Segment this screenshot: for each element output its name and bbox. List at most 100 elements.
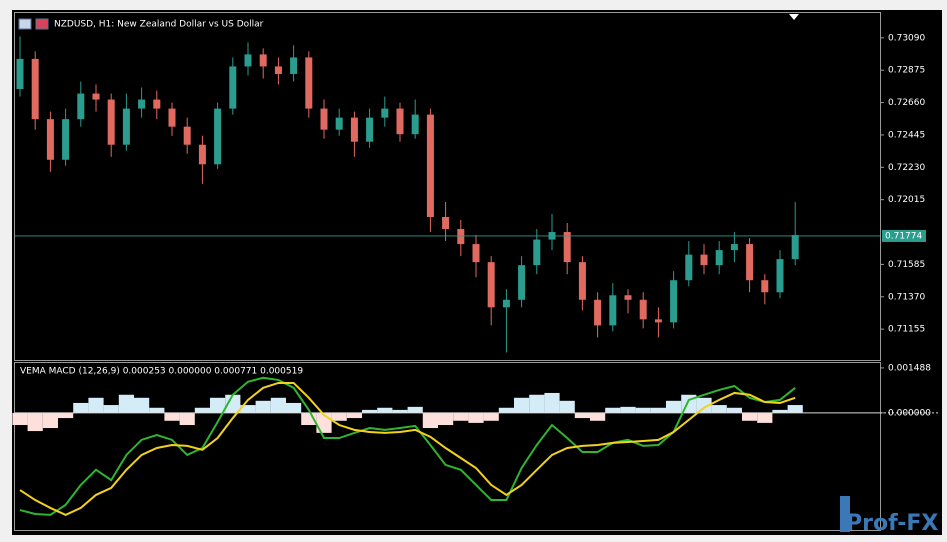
candle-body [457,229,465,245]
candle-body [381,108,389,118]
histogram-bar [270,397,286,413]
candle-body [715,250,723,266]
histogram-bar [331,412,347,421]
histogram-bar [88,397,104,413]
candle-body [533,239,541,266]
candle-body [183,126,191,145]
histogram-bar [483,412,499,421]
candle-body [138,99,146,109]
candle-body [92,93,100,100]
icon [35,18,49,30]
histogram-bar [574,412,590,419]
shift-marker [789,14,799,20]
histogram-bar [194,407,210,413]
histogram-bar [742,412,758,421]
y-tick-label: 0.71370 [888,292,925,302]
price-label-box [882,229,926,242]
histogram-bar [590,412,606,421]
histogram-bar [514,397,530,413]
histogram-bar [286,402,302,413]
y-tick-label: 0.72875 [888,66,925,76]
candle-body [229,66,237,109]
y-tick-label: 0.72660 [888,98,925,108]
histogram-bar [635,407,651,413]
histogram-bar [787,405,803,413]
histogram-bar [422,412,438,429]
candle-body [122,108,130,145]
watermark: Prof-FX [846,511,938,536]
histogram-bar [362,409,378,413]
candle-body [730,244,738,251]
candle-body [442,216,450,230]
candle-body [168,108,176,127]
histogram-bar [58,412,74,419]
candle-body [411,114,419,135]
candle-body [350,117,358,142]
histogram-bar [164,412,180,421]
candle-body [578,262,586,300]
candle-body [214,108,222,165]
histogram-bar [149,407,165,413]
histogram-bar [42,412,58,429]
signal-line [19,381,796,516]
histogram-bar [711,405,727,413]
candle-body [639,299,647,320]
histogram-bar [407,406,423,413]
chart-background [12,10,942,535]
y-tick-label: 0.001488 [888,363,931,373]
candle-body [290,57,298,74]
candle-body [259,54,267,67]
price-panel-border [14,12,881,361]
candle-body [609,295,617,326]
histogram-bar [438,412,454,426]
histogram-bar [757,412,773,423]
histogram-bar [453,412,469,421]
candle-body [791,235,799,260]
candle-body [670,280,678,323]
candle-body [244,54,252,67]
y-tick-label: 0.71585 [888,260,925,270]
candle-body [153,99,161,109]
histogram-bar [255,400,271,413]
y-tick-label: 0.73090 [888,33,925,43]
candle-body [16,58,24,90]
candle-body [654,319,662,323]
candle-body [46,119,54,160]
icon [18,18,32,30]
candle-body [761,280,769,293]
candle-body [776,259,784,293]
histogram-bar [605,407,621,413]
histogram-bar [559,400,575,413]
watermark-icon [840,496,850,532]
signal-line [19,376,796,516]
candle-body [396,108,404,135]
histogram-bar [650,407,666,413]
histogram-bar [346,412,362,419]
candle-body [594,299,602,326]
candle-body [62,119,70,160]
histogram-bar [12,412,28,426]
histogram-bar [544,392,560,413]
candle-body [502,299,510,308]
candle-body [274,66,282,74]
candle-body [563,232,571,263]
histogram-bar [620,406,636,413]
histogram-bar [468,412,484,423]
histogram-bar [696,397,712,413]
y-tick-label: 0.72015 [888,195,925,205]
histogram-bar [666,400,682,413]
histogram-bar [179,412,195,426]
histogram-bar [240,405,256,413]
histogram-bar [103,405,119,413]
histogram-bar [27,412,43,432]
histogram-bar [225,394,241,413]
histogram-bar [210,397,226,413]
chart-title: NZDUSD, H1: New Zealand Dollar vs US Dol… [54,20,264,30]
y-tick-label: 0.000000 [888,408,931,418]
candle-body [685,254,693,281]
price-label: 0.71774 [885,231,922,241]
histogram-bar [134,397,150,413]
histogram-bar [392,409,408,413]
histogram-bar [726,407,742,413]
